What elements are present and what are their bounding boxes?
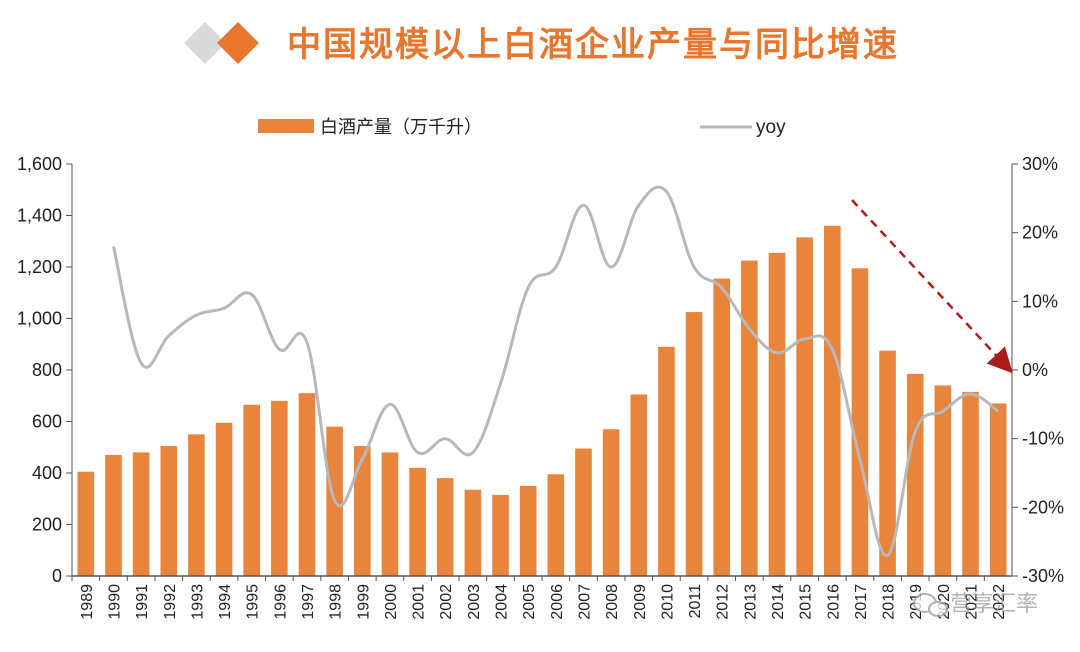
x-tick-label: 2016 [825, 584, 842, 620]
bar-1992 [160, 445, 178, 576]
x-tick-label: 1996 [272, 584, 289, 620]
x-tick-label: 1995 [245, 584, 262, 620]
x-tick-label: 2000 [383, 584, 400, 620]
bar-2012 [713, 278, 730, 576]
bar-2000 [381, 452, 399, 576]
bar-2017 [851, 268, 869, 576]
x-axis: 1989 1990 1991 1992 1993 1994 1995 1996 1997 1998… [71, 576, 1008, 620]
bar-1993 [188, 434, 205, 576]
bar-1996 [271, 400, 288, 576]
y-right-tick-label: 20% [1022, 223, 1058, 243]
bar-2019 [906, 373, 924, 576]
y-left-tick-label: 0 [52, 566, 62, 586]
x-tick-label: 2021 [964, 584, 981, 620]
bar-2021 [962, 391, 979, 576]
wechat-icon [913, 593, 948, 617]
y-left-tick-label: 600 [32, 412, 62, 432]
x-tick-label: 1998 [328, 584, 345, 620]
x-tick-label: 2012 [715, 584, 732, 620]
x-tick-label: 2017 [853, 584, 870, 620]
y-right-tick-label: 30% [1022, 154, 1058, 174]
x-tick-label: 2009 [632, 584, 649, 620]
chart-title: 中国规模以上白酒企业产量与同比增速 [287, 25, 899, 65]
bar-2013 [741, 260, 758, 576]
bar-2020 [934, 385, 952, 576]
y-right-tick-label: -20% [1022, 497, 1064, 517]
watermark-text: 营享汇率 [950, 592, 1038, 617]
bar-1989 [77, 471, 95, 576]
trend-arrow [851, 199, 1013, 374]
x-tick-label: 2002 [438, 584, 455, 620]
x-tick-label: 2013 [742, 584, 759, 620]
x-tick-label: 2006 [549, 584, 566, 620]
bar-2011 [685, 312, 703, 576]
y-left-tick-label: 200 [32, 515, 62, 535]
x-tick-label: 2008 [604, 584, 621, 620]
x-tick-label: 2011 [687, 584, 704, 619]
legend-bar-swatch [258, 119, 314, 133]
bar-2009 [630, 394, 648, 576]
bar-1990 [105, 454, 122, 576]
x-tick-label: 1992 [162, 584, 179, 620]
x-tick-label: 2022 [991, 584, 1008, 620]
bar-2001 [409, 467, 426, 576]
x-tick-label: 2007 [576, 584, 593, 620]
legend-label-production: 白酒产量（万千升） [320, 117, 482, 138]
y-left-tick-label: 800 [32, 360, 62, 380]
bar-2014 [768, 252, 786, 576]
y-left-tick-label: 1,400 [17, 206, 62, 226]
y-left-tick-label: 400 [32, 463, 62, 483]
bar-2016 [824, 225, 841, 577]
title-decoration-icon [184, 22, 259, 64]
y-left-tick-label: 1,000 [17, 309, 62, 329]
bar-2010 [658, 346, 675, 576]
y-right-tick-label: -10% [1022, 429, 1064, 449]
yoy-line [112, 185, 1000, 557]
y-right-tick-label: -30% [1022, 566, 1064, 586]
x-tick-label: 1990 [106, 584, 123, 620]
y-right-tick-label: 10% [1022, 291, 1058, 311]
bar-2007 [575, 448, 592, 576]
y-left-tick-label: 1,600 [17, 154, 62, 174]
bar-2018 [879, 350, 896, 576]
bar-1999 [354, 445, 371, 576]
x-tick-label: 2015 [798, 584, 815, 620]
y-left-tick-label: 1,200 [17, 257, 62, 277]
bar-2004 [492, 494, 509, 576]
legend: 白酒产量（万千升） yoy [258, 117, 786, 138]
bar-series [77, 225, 1007, 577]
x-tick-label: 1994 [217, 584, 234, 620]
bar-2005 [519, 485, 537, 576]
bar-2006 [547, 474, 565, 576]
bar-1997 [298, 393, 316, 576]
y-right-tick-label: 0% [1022, 360, 1048, 380]
bar-2015 [796, 237, 813, 576]
bar-2008 [602, 429, 620, 576]
x-tick-label: 2004 [494, 584, 511, 620]
x-tick-label: 2014 [770, 584, 787, 620]
bar-1994 [215, 422, 233, 576]
y-axis-right: 30% 20% 10% 0% -10% -20% -30% [1012, 154, 1064, 586]
x-tick-label: 2001 [411, 584, 428, 620]
watermark: 营享汇率 [913, 592, 1038, 617]
x-tick-label: 1989 [79, 584, 96, 620]
x-tick-label: 2005 [521, 584, 538, 620]
bar-2022 [989, 403, 1007, 576]
x-tick-label: 2010 [659, 584, 676, 620]
bar-1995 [243, 404, 260, 576]
bar-2003 [464, 489, 482, 576]
legend-label-yoy: yoy [756, 117, 786, 138]
x-tick-label: 2003 [466, 584, 483, 620]
x-tick-label: 1997 [300, 584, 317, 620]
x-tick-label: 1991 [134, 584, 151, 620]
y-axis-left: 0 200 400 600 800 1,000 1,200 1,400 1,600 [17, 154, 72, 586]
bar-1991 [132, 452, 150, 576]
x-tick-label: 1999 [355, 584, 372, 620]
bar-2002 [436, 478, 454, 576]
x-tick-label: 1993 [189, 584, 206, 620]
x-tick-label: 2018 [881, 584, 898, 620]
